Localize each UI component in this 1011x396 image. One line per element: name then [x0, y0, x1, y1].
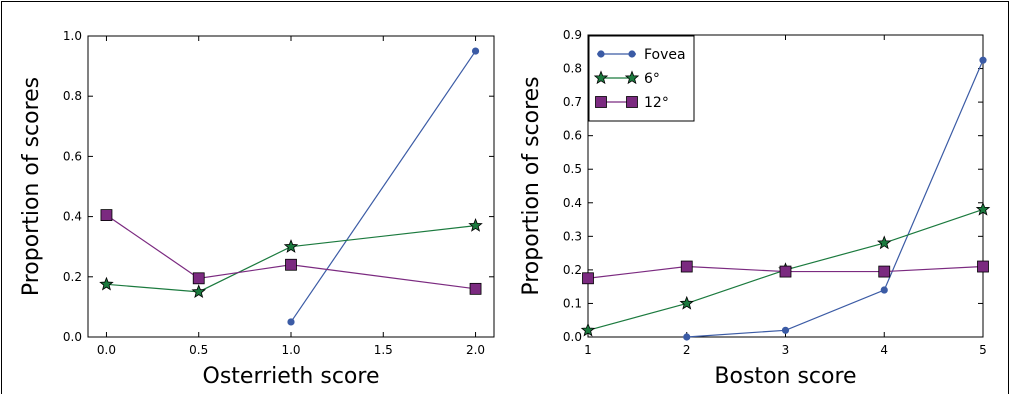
data-point-fovea: [287, 318, 295, 326]
x-tick-label: 2.0: [466, 343, 485, 357]
data-point-six: [877, 235, 892, 250]
y-tick-label: 0.1: [563, 296, 582, 310]
legend-marker-six: [593, 70, 609, 85]
legend-marker-twelve: [595, 96, 607, 108]
series-line-six: [106, 225, 476, 293]
x-tick-label: 2: [683, 343, 691, 357]
x-tick-label: 0.5: [189, 343, 208, 357]
data-point-twelve: [192, 272, 205, 285]
x-tick-label: 3: [782, 343, 790, 357]
chart-2: 1 2 3 4 5 0.0 0.1 0.2 0.3 0.4 0.5 0.6 0.7 0.8 0.9 Bosto…: [519, 28, 991, 389]
data-point-fovea: [471, 47, 480, 55]
legend-marker-six: [624, 70, 640, 85]
y-tick-label: 0.0: [563, 330, 582, 344]
x-tick-label: 0.0: [97, 343, 116, 357]
y-tick-label: 0.7: [563, 95, 582, 109]
data-point-twelve: [469, 282, 482, 295]
data-point-six: [283, 239, 299, 253]
data-point-twelve: [100, 209, 113, 221]
data-point-twelve: [977, 260, 989, 273]
y-tick-label: 0.0: [63, 330, 82, 344]
data-point-fovea: [880, 286, 888, 294]
data-point-fovea: [979, 56, 987, 64]
legend-marker-fovea: [628, 50, 636, 58]
legend-label-twelve: 12°: [644, 95, 669, 111]
data-point-twelve: [680, 260, 693, 273]
legend-label-six: 6°: [644, 71, 660, 87]
y-tick-label: 0.5: [563, 162, 582, 176]
y-tick-label: 1.0: [63, 29, 82, 43]
data-point-six: [468, 218, 483, 232]
y-tick-label: 0.2: [563, 263, 582, 277]
data-point-twelve: [582, 272, 594, 285]
y-axis-label: Proportion of scores: [19, 77, 44, 296]
data-point-twelve: [779, 265, 792, 278]
data-point-six: [975, 201, 991, 216]
legend-marker-twelve: [626, 96, 638, 108]
data-point-six: [191, 284, 206, 299]
y-tick-label: 0.6: [63, 149, 82, 163]
y-tick-label: 0.9: [563, 28, 582, 42]
y-tick-label: 0.3: [563, 229, 582, 243]
data-point-fovea: [781, 326, 790, 334]
series-line-fovea: [290, 50, 477, 323]
y-tick-label: 0.4: [63, 210, 82, 224]
plot-area: [87, 35, 495, 338]
y-axis-label: Proportion of scores: [519, 76, 544, 295]
data-point-twelve: [285, 258, 297, 271]
x-tick-label: 1: [584, 343, 592, 357]
x-tick-label: 1.0: [281, 343, 300, 357]
x-tick-label: 5: [979, 343, 987, 357]
x-axis-label: Osterrieth score: [203, 364, 380, 389]
series-line-fovea: [686, 59, 984, 338]
x-axis-label: Boston score: [714, 364, 856, 389]
data-point-twelve: [878, 265, 891, 278]
x-tick-label: 1.5: [374, 343, 393, 357]
y-tick-label: 0.2: [63, 270, 82, 284]
y-tick-label: 0.6: [563, 129, 582, 143]
legend-label-fovea: Fovea: [644, 47, 686, 63]
y-tick-label: 0.4: [563, 196, 582, 210]
data-point-six: [679, 295, 694, 310]
series-line-twelve: [106, 214, 476, 290]
chart-1: 0.0 0.5 1.0 1.5 2.0 0.0 0.2 0.4 0.6 0.8 1.0 Osterri…: [19, 29, 495, 389]
legend-marker-fovea: [597, 50, 605, 58]
y-tick-label: 0.8: [563, 62, 582, 76]
y-tick-label: 0.8: [63, 89, 82, 103]
x-tick-label: 4: [880, 343, 888, 357]
legend: Fovea 6° 12°: [588, 35, 695, 122]
data-point-six: [580, 322, 596, 337]
data-point-fovea: [683, 333, 691, 341]
data-point-six: [99, 276, 114, 291]
